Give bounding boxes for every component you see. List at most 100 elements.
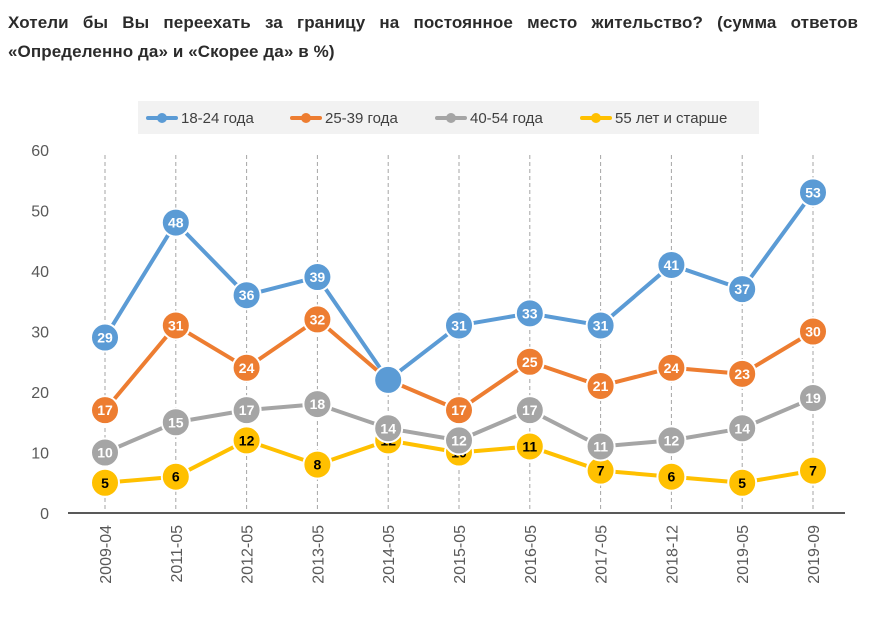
x-tick-label: 2019-05 bbox=[735, 525, 752, 584]
data-point: 5 bbox=[727, 467, 758, 498]
data-label: 33 bbox=[522, 305, 538, 321]
data-label: 24 bbox=[239, 360, 255, 376]
legend-label: 18-24 года bbox=[181, 110, 254, 127]
data-label: 30 bbox=[805, 324, 821, 340]
data-marker bbox=[302, 389, 333, 420]
data-point: 37 bbox=[727, 274, 758, 305]
data-label: 14 bbox=[734, 420, 750, 436]
y-axis-ticks: 0 10 20 30 40 50 60 bbox=[31, 143, 49, 523]
data-label: 10 bbox=[97, 445, 113, 461]
data-label: 37 bbox=[734, 281, 750, 297]
data-label: 7 bbox=[809, 463, 817, 479]
data-point: 17 bbox=[90, 395, 120, 426]
data-point: 15 bbox=[160, 407, 191, 438]
data-marker bbox=[727, 358, 758, 389]
data-label: 53 bbox=[805, 184, 821, 200]
data-label: 18 bbox=[310, 396, 326, 412]
x-axis: 2009-04 2011-05 2012-05 2013-05 2014-05 2015-… bbox=[68, 512, 845, 584]
y-tick-label: 60 bbox=[31, 143, 49, 160]
data-label: 19 bbox=[805, 390, 821, 406]
y-tick-label: 50 bbox=[31, 204, 49, 221]
data-label: 39 bbox=[310, 269, 326, 285]
data-point: 31 bbox=[160, 310, 191, 341]
data-point: 12 bbox=[656, 425, 687, 456]
data-marker bbox=[656, 425, 687, 456]
y-tick-label: 10 bbox=[31, 446, 49, 463]
data-label: 11 bbox=[593, 438, 608, 454]
data-label: 31 bbox=[451, 317, 467, 333]
data-point: 12 bbox=[231, 425, 262, 456]
data-point: 17 bbox=[444, 395, 474, 426]
data-marker bbox=[90, 322, 120, 353]
data-marker bbox=[444, 425, 474, 456]
legend: 18-24 года 25-39 года 40-54 года 55 лет и с… bbox=[138, 101, 759, 134]
data-point: 24 bbox=[656, 352, 687, 383]
legend-item: 40-54 года bbox=[435, 110, 543, 127]
data-point: 48 bbox=[160, 207, 191, 238]
data-marker bbox=[798, 383, 828, 414]
data-point: 11 bbox=[514, 431, 545, 462]
data-label: 5 bbox=[101, 475, 109, 491]
data-label: 6 bbox=[668, 469, 676, 485]
data-label: 5 bbox=[738, 475, 746, 491]
data-label: 25 bbox=[522, 354, 538, 370]
x-tick-label: 2009-04 bbox=[98, 525, 115, 584]
data-label: 8 bbox=[314, 457, 322, 473]
data-marker bbox=[373, 364, 404, 395]
data-point: 8 bbox=[302, 449, 333, 480]
data-point: 21 bbox=[585, 370, 616, 401]
data-point: 29 bbox=[90, 322, 120, 353]
data-label: 31 bbox=[168, 317, 184, 333]
series-points: 5612812101176571015171814121711121419173… bbox=[90, 177, 828, 498]
legend-label: 55 лет и старше bbox=[615, 110, 727, 127]
data-point: 12 bbox=[444, 425, 474, 456]
data-marker bbox=[514, 298, 545, 329]
data-label: 17 bbox=[451, 402, 467, 418]
x-tick-label: 2017-05 bbox=[594, 525, 611, 584]
data-marker bbox=[90, 395, 120, 426]
x-tick-label: 2013-05 bbox=[310, 525, 327, 584]
y-tick-label: 20 bbox=[31, 385, 49, 402]
data-point: 23 bbox=[727, 358, 758, 389]
data-marker bbox=[444, 395, 474, 426]
data-point: 6 bbox=[656, 461, 687, 492]
data-point: 14 bbox=[727, 413, 758, 444]
x-tick-label: 2019-09 bbox=[806, 525, 823, 584]
data-marker bbox=[585, 310, 616, 341]
data-marker bbox=[160, 310, 191, 341]
data-marker bbox=[160, 461, 191, 492]
data-point: 10 bbox=[90, 437, 120, 468]
data-marker bbox=[231, 280, 262, 311]
data-point: 39 bbox=[302, 262, 333, 293]
data-point: 31 bbox=[585, 310, 616, 341]
x-tick-label: 2012-05 bbox=[240, 525, 257, 584]
legend-item: 25-39 года bbox=[290, 110, 398, 127]
data-marker bbox=[585, 370, 616, 401]
data-marker bbox=[656, 461, 687, 492]
y-tick-label: 30 bbox=[31, 325, 49, 342]
data-marker bbox=[302, 262, 333, 293]
data-point bbox=[373, 364, 404, 395]
data-label: 32 bbox=[310, 311, 326, 327]
data-point: 53 bbox=[798, 177, 828, 208]
data-marker bbox=[656, 352, 687, 383]
y-tick-label: 40 bbox=[31, 264, 49, 281]
legend-label: 25-39 года bbox=[325, 110, 398, 127]
data-label: 17 bbox=[239, 402, 255, 418]
data-point: 17 bbox=[514, 395, 545, 426]
data-point: 14 bbox=[373, 413, 404, 444]
data-marker bbox=[160, 407, 191, 438]
data-label: 36 bbox=[239, 287, 255, 303]
data-point: 7 bbox=[798, 455, 828, 486]
data-marker bbox=[798, 455, 828, 486]
data-label: 23 bbox=[734, 366, 750, 382]
data-marker bbox=[231, 352, 262, 383]
data-point: 36 bbox=[231, 280, 262, 311]
data-marker bbox=[90, 467, 120, 498]
data-point: 41 bbox=[656, 249, 687, 280]
data-label: 7 bbox=[597, 463, 605, 479]
data-label: 11 bbox=[522, 438, 537, 454]
data-marker bbox=[302, 449, 333, 480]
data-marker bbox=[514, 431, 545, 462]
